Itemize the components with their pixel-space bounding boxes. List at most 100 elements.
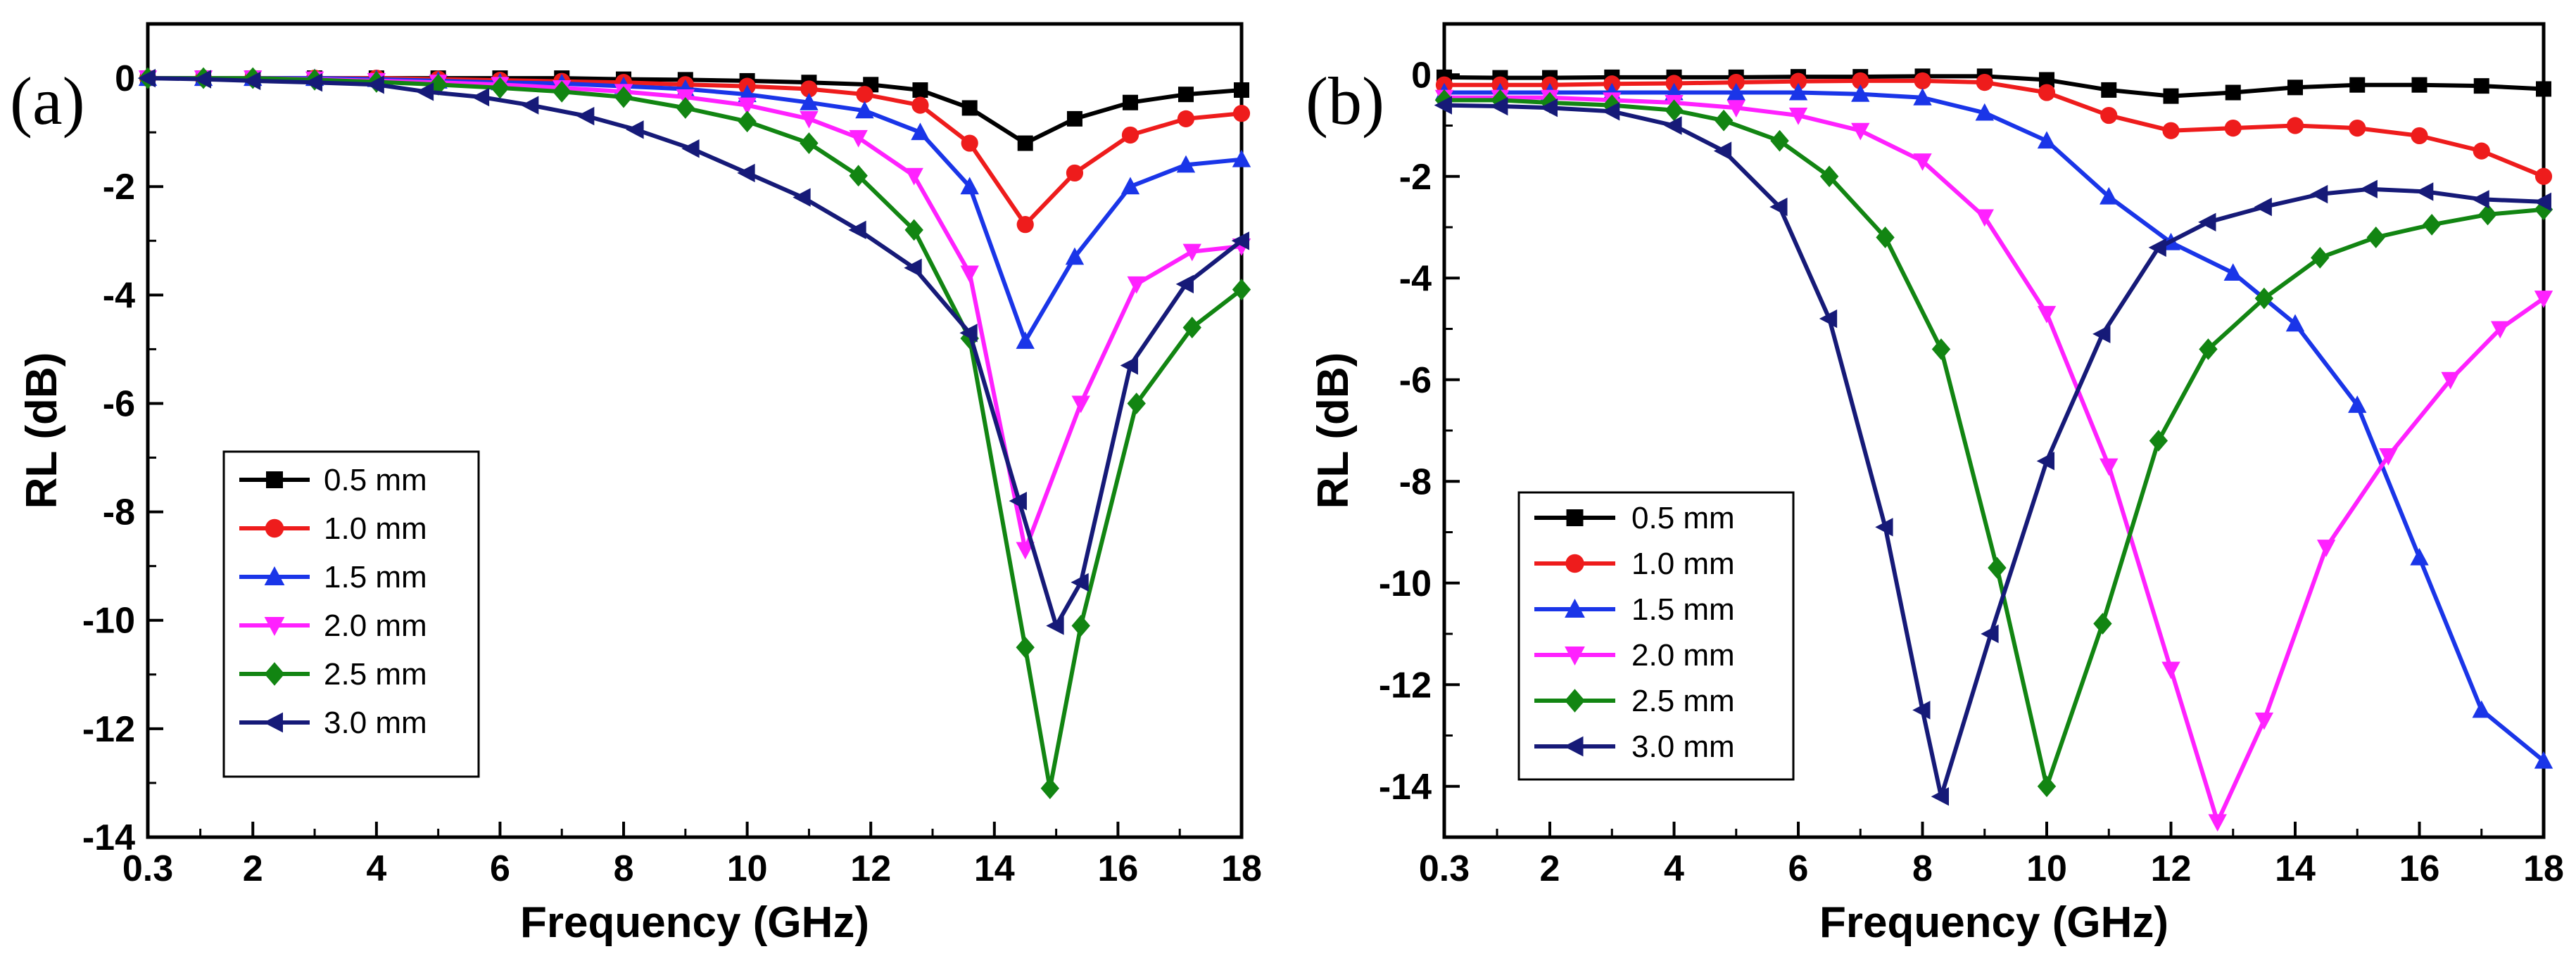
panel-b-y-tick-label: -4 bbox=[1399, 258, 1432, 299]
panel-a-y-tick-label: -14 bbox=[82, 817, 135, 858]
panel-b-data-point bbox=[2286, 117, 2304, 134]
panel-b-data-point bbox=[2093, 613, 2112, 635]
panel-b-y-tick-label: 0 bbox=[1411, 55, 1432, 96]
panel-a-y-tick-label: -8 bbox=[103, 492, 135, 533]
panel-a-x-tick-label: 14 bbox=[974, 848, 1015, 889]
panel-b-data-point bbox=[2348, 395, 2367, 413]
panel-b-x-tick-label: 16 bbox=[2399, 848, 2440, 889]
panel-b-data-point bbox=[1714, 109, 1734, 132]
panel-a-y-tick-label: -10 bbox=[82, 601, 135, 642]
panel-b-data-point bbox=[2478, 203, 2497, 226]
panel-a-data-point bbox=[1066, 110, 1082, 127]
panel-b-y-tick-label: -14 bbox=[1379, 767, 1432, 808]
panel-a-x-tick-label: 0.3 bbox=[122, 848, 173, 889]
panel-b-y-tick-label: -10 bbox=[1379, 563, 1432, 604]
panel-b-data-point bbox=[2037, 775, 2057, 798]
panel-a-data-point bbox=[1046, 616, 1064, 635]
panel-b-data-point bbox=[2039, 72, 2055, 88]
panel-a-series-line bbox=[147, 76, 1243, 628]
panel-b-data-point bbox=[2534, 167, 2553, 185]
panel-b-data-point bbox=[1539, 98, 1558, 117]
panel-a-data-point bbox=[1071, 615, 1090, 637]
panel-b-series-3p0mm bbox=[1434, 96, 2551, 806]
panel-b-x-tick-label: 10 bbox=[2026, 848, 2067, 889]
panel-a-data-point bbox=[961, 134, 978, 152]
panel-a-data-point bbox=[1232, 149, 1251, 167]
panel-a-x-tick-label: 6 bbox=[490, 848, 510, 889]
panel-a-x-tick-label: 8 bbox=[614, 848, 634, 889]
panel-b-data-point bbox=[2534, 198, 2553, 221]
panel-b-data-point bbox=[1819, 309, 1838, 329]
panel-a-data-point bbox=[960, 265, 979, 284]
panel-b-data-point bbox=[2416, 182, 2434, 201]
panel-b-data-point bbox=[2533, 192, 2551, 212]
panel-b-legend-label: 2.0 mm bbox=[1631, 638, 1735, 673]
panel-b-data-point bbox=[1912, 701, 1931, 720]
panel-a-legend-label: 2.5 mm bbox=[324, 657, 427, 692]
panel-b-legend-marker bbox=[1566, 509, 1584, 526]
panel-b-data-point bbox=[2223, 263, 2242, 281]
panel-b-data-point bbox=[1769, 197, 1788, 217]
panel-a-y-tick-label: -2 bbox=[103, 167, 135, 208]
panel-a-data-point bbox=[849, 165, 868, 187]
panel-b-y-axis-title: RL (dB) bbox=[1309, 352, 1358, 509]
panel-b-data-point bbox=[1931, 787, 1949, 806]
panel-b-data-point bbox=[1665, 99, 1684, 122]
panel-b-data-point bbox=[2149, 430, 2168, 452]
panel-a-data-point bbox=[800, 92, 819, 110]
panel-a-data-point bbox=[137, 68, 156, 88]
panel-b-x-tick-label: 4 bbox=[1664, 848, 1684, 889]
panel-b-series-line bbox=[1444, 95, 2545, 824]
panel-a-y-tick-label: -12 bbox=[82, 709, 135, 750]
panel-b-data-point bbox=[1851, 84, 1870, 102]
panel-b-y-tick-label: -2 bbox=[1399, 157, 1432, 198]
panel-b-data-point bbox=[1876, 227, 1895, 248]
panel-a-data-point bbox=[1016, 542, 1035, 560]
panel-a-data-point bbox=[849, 129, 868, 148]
panel-b-data-point bbox=[2036, 452, 2055, 471]
panel-a-data-point bbox=[1175, 274, 1194, 294]
panel-a-data-point bbox=[614, 86, 633, 108]
panel-a-data-point bbox=[626, 120, 644, 139]
panel-b-data-point bbox=[2349, 120, 2366, 137]
panel-b-data-point bbox=[1789, 72, 1807, 90]
panel-b-legend-label: 2.5 mm bbox=[1631, 684, 1735, 718]
panel-b-y-tick-label: -12 bbox=[1379, 665, 1432, 706]
panel-b-data-point bbox=[1975, 103, 1994, 121]
panel-b-data-point bbox=[2254, 712, 2274, 730]
panel-b-x-tick-label: 18 bbox=[2523, 848, 2564, 889]
panel-a-legend-label: 1.0 mm bbox=[324, 511, 427, 546]
panel-b-data-point bbox=[2534, 751, 2553, 769]
panel-b-data-point bbox=[2100, 106, 2118, 125]
panel-b-data-point bbox=[2473, 78, 2489, 94]
panel-a-legend-marker bbox=[264, 617, 285, 636]
panel-b-x-tick-label: 8 bbox=[1912, 848, 1933, 889]
panel-a-data-point bbox=[1016, 331, 1035, 349]
panel-b-data-point bbox=[1981, 624, 1999, 644]
panel-b-data-point bbox=[2163, 88, 2179, 104]
panel-a-y-axis-title: RL (dB) bbox=[18, 352, 66, 509]
panel-b-data-point bbox=[2410, 547, 2429, 566]
panel-b-data-point bbox=[2038, 84, 2056, 101]
panel-a-data-point bbox=[1127, 276, 1146, 294]
panel-a-legend-label: 1.5 mm bbox=[324, 560, 427, 594]
panel-b-legend-label: 1.5 mm bbox=[1631, 592, 1735, 627]
panel-b-data-point bbox=[2037, 305, 2057, 324]
panel-b-series-2p0mm bbox=[1434, 89, 2553, 832]
panel-a-data-point bbox=[1177, 87, 1194, 103]
panel-b-x-tick-label: 14 bbox=[2275, 848, 2316, 889]
panel-a-data-point bbox=[1009, 491, 1027, 511]
panel-b-data-point bbox=[1975, 209, 1994, 227]
panel-b-data-point bbox=[2422, 213, 2442, 236]
panel-b-data-point bbox=[1770, 129, 1789, 152]
panel-b-legend-marker bbox=[1565, 647, 1585, 666]
panel-b-x-axis-title: Frequency (GHz) bbox=[1819, 898, 2168, 947]
panel-b-data-point bbox=[1976, 73, 1993, 91]
panel-b-data-point bbox=[1852, 72, 1869, 90]
panel-a-x-tick-label: 12 bbox=[850, 848, 891, 889]
panel-b-data-point bbox=[2100, 186, 2119, 205]
panel-a-chart: (a) 0 -2 -4 -6 -8 -10 -12 -14 0.3 2 4 6 8 10 12 14 16 18… bbox=[10, 22, 1262, 947]
panel-a-data-point bbox=[738, 97, 757, 115]
panel-a-data-point bbox=[471, 87, 490, 107]
panel-a-data-point bbox=[1040, 777, 1060, 800]
